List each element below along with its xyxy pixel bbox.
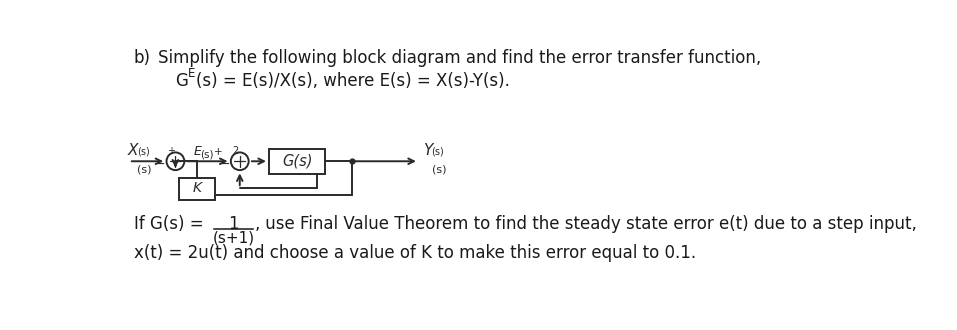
Text: (s+1): (s+1) — [212, 230, 255, 245]
Text: (s): (s) — [432, 147, 444, 157]
Text: G(s): G(s) — [282, 153, 312, 168]
Text: ,: , — [255, 215, 260, 233]
Text: −: − — [155, 158, 166, 171]
Text: −: − — [219, 158, 230, 171]
Text: use Final Value Theorem to find the steady state error e(t) due to a step input,: use Final Value Theorem to find the stea… — [260, 215, 917, 233]
Text: (s): (s) — [137, 164, 151, 174]
Text: If G(s) =: If G(s) = — [134, 215, 209, 233]
Text: Simplify the following block diagram and find the error transfer function,: Simplify the following block diagram and… — [158, 49, 762, 67]
Text: (s): (s) — [432, 164, 446, 174]
Text: 2: 2 — [233, 147, 239, 156]
Text: E: E — [188, 67, 195, 80]
Text: (s): (s) — [137, 147, 150, 157]
Text: Y: Y — [423, 143, 433, 158]
Bar — [269, 148, 325, 174]
Text: X: X — [128, 143, 139, 158]
Text: x(t) = 2u(t) and choose a value of K to make this error equal to 0.1.: x(t) = 2u(t) and choose a value of K to … — [134, 245, 696, 262]
Text: (s) = E(s)/X(s), where E(s) = X(s)-Y(s).: (s) = E(s)/X(s), where E(s) = X(s)-Y(s). — [196, 72, 510, 90]
Text: G: G — [175, 72, 189, 90]
Text: K: K — [192, 181, 202, 195]
Bar — [179, 178, 215, 200]
Text: 1: 1 — [228, 215, 239, 233]
Text: E: E — [193, 145, 202, 158]
Text: (s): (s) — [201, 149, 214, 159]
Text: +: + — [213, 147, 222, 157]
Text: +: + — [167, 147, 175, 156]
Text: b): b) — [134, 49, 150, 67]
